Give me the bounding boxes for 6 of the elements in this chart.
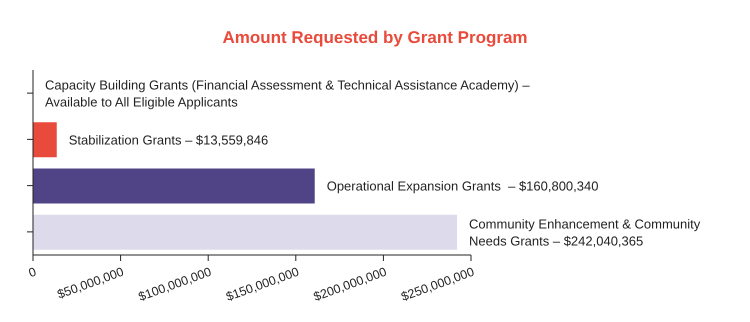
x-tick-label: 0 (26, 264, 38, 280)
y-tick-label: Capacity Building Grants (Financial Assessment & Technical Assistance Academy) – Available to All Eligible Applicants (45, 77, 530, 110)
chart-title: Amount Requested by Grant Program (221, 28, 529, 48)
category-label: Operational Expansion Grants – $160,800,340 (326, 178, 598, 194)
category-label: Stabilization Grants – $13,559,846 (68, 132, 268, 147)
category-label: Community Enhancement & Community Needs Grants – $242,040,365 (469, 216, 700, 248)
